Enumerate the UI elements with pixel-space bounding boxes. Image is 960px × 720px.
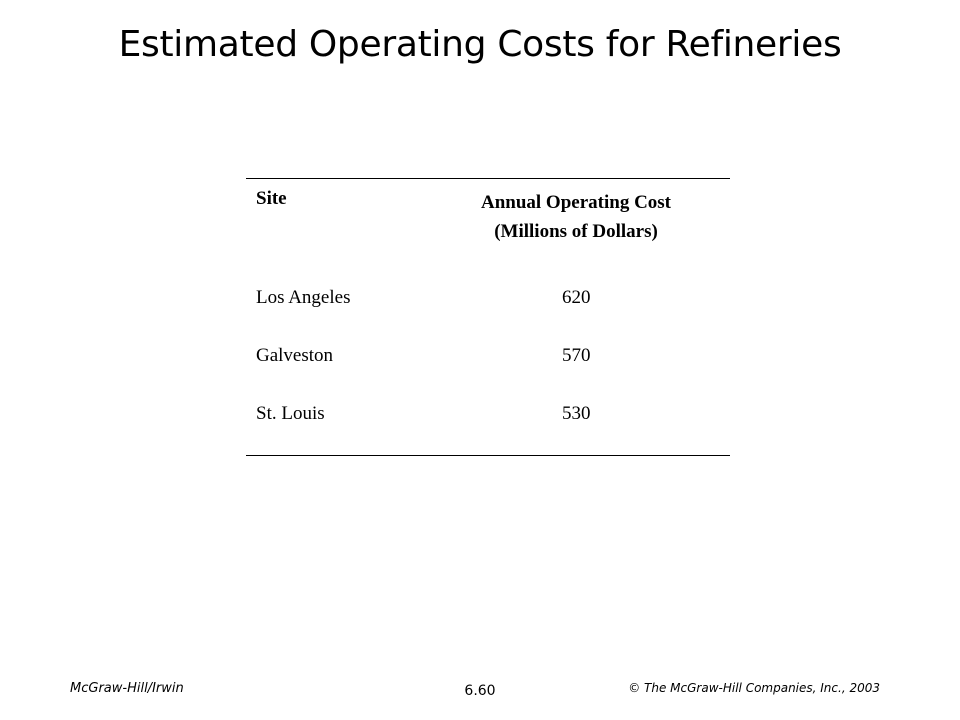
slide-title: Estimated Operating Costs for Refineries (118, 24, 842, 65)
table-top-rule (246, 178, 730, 179)
table-bottom-rule (246, 455, 730, 456)
site-cell: Galveston (256, 345, 334, 366)
footer-publisher: McGraw-Hill/Irwin (70, 681, 184, 696)
site-cell: Los Angeles (256, 287, 351, 308)
header-cost-line1: Annual Operating Cost (480, 192, 672, 213)
header-annual-operating-cost: Annual Operating Cost (Millions of Dolla… (434, 188, 718, 246)
table-row: St. Louis 530 (246, 403, 730, 429)
footer-copyright: © The McGraw-Hill Companies, Inc., 2003 (628, 681, 880, 695)
header-cost-line2: (Millions of Dollars) (494, 221, 658, 242)
footer-slide-number: 6.60 (464, 683, 496, 699)
site-cell: St. Louis (256, 403, 325, 424)
table-row: Galveston 570 (246, 345, 730, 371)
header-site: Site (256, 188, 287, 209)
table-row: Los Angeles 620 (246, 287, 730, 313)
cost-cell: 530 (562, 403, 591, 424)
cost-cell: 620 (562, 287, 591, 308)
operating-cost-table: Site Annual Operating Cost (Millions of … (246, 178, 730, 457)
cost-cell: 570 (562, 345, 591, 366)
